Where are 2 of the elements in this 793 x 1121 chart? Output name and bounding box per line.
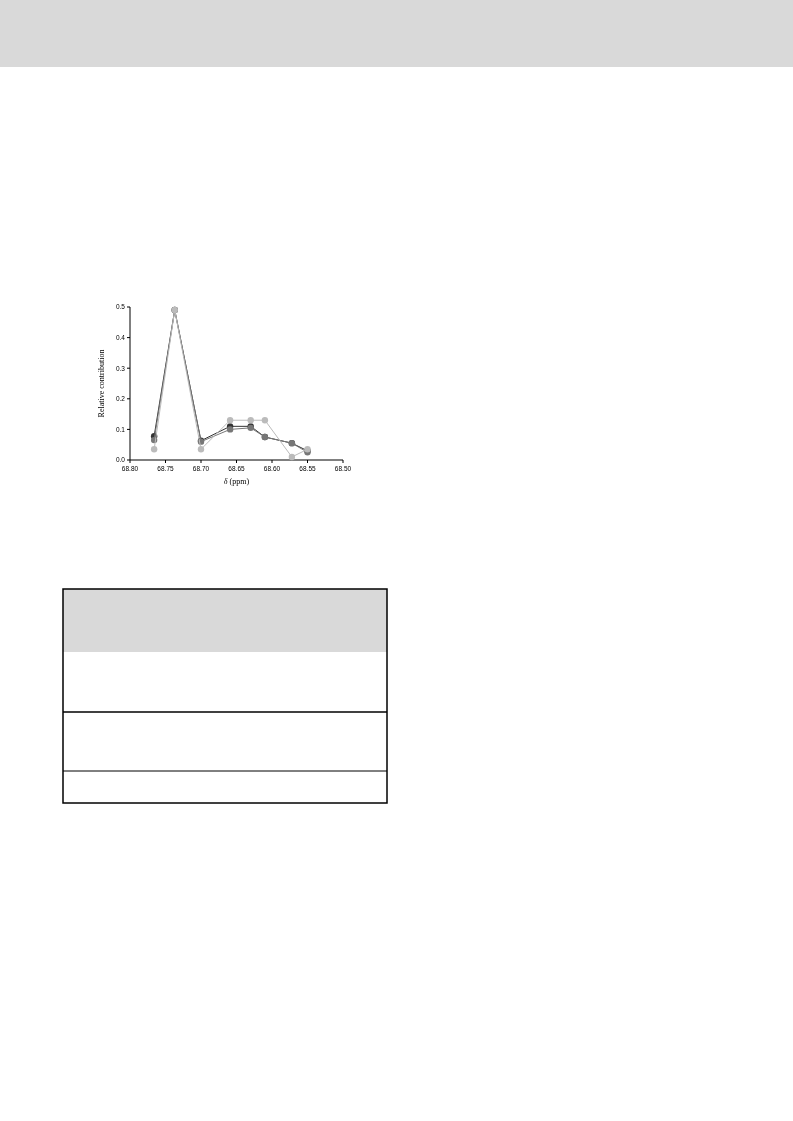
x-axis-title: δ (ppm) [223, 477, 250, 486]
y-axis-title: Relative contribution [97, 349, 106, 418]
